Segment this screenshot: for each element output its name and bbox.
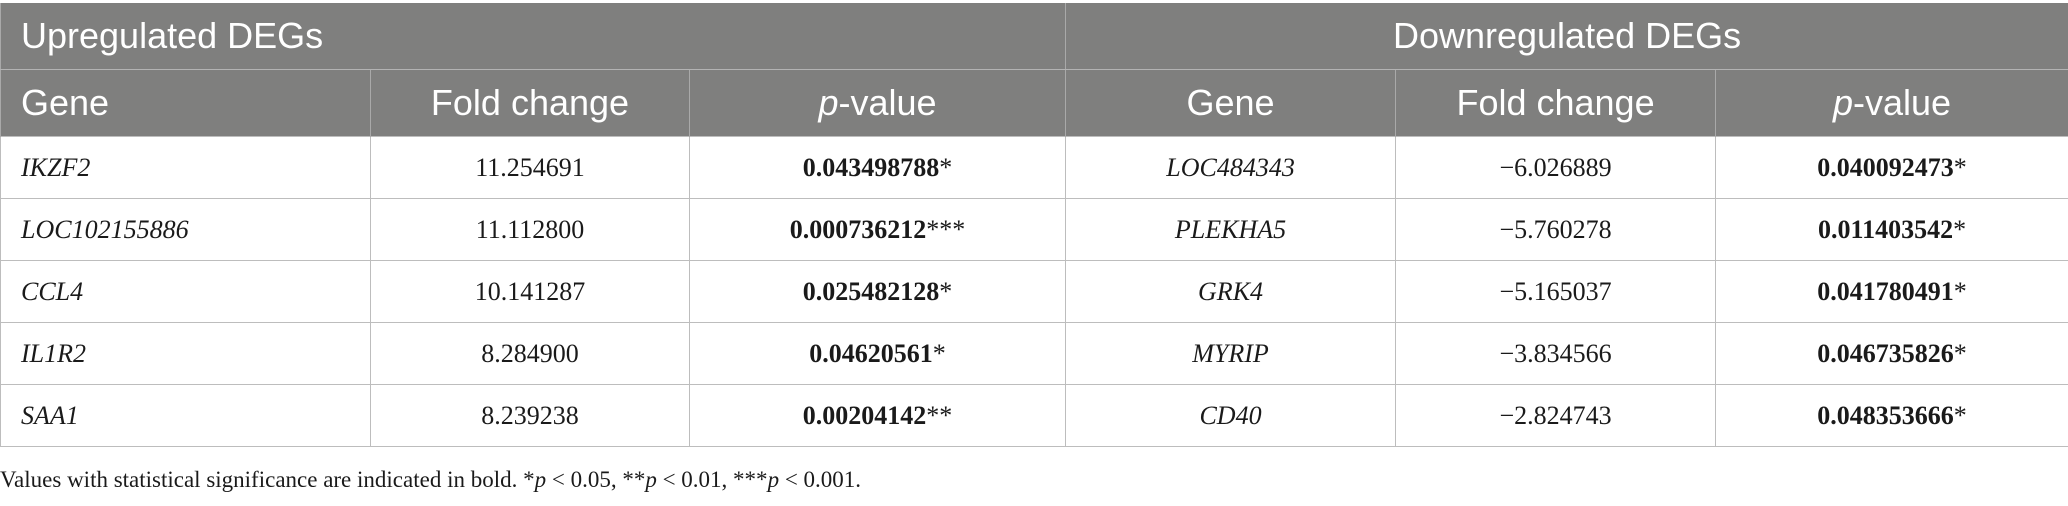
column-header-row: Gene Fold change p-value Gene Fold chang…: [0, 69, 2068, 137]
p-value-bold: 0.025482128: [802, 276, 940, 306]
table-wrapper: Upregulated DEGs Downregulated DEGs Gene…: [0, 3, 2068, 447]
table-footnote: Values with statistical significance are…: [0, 467, 861, 493]
down-gene-cell: LOC484343: [1065, 136, 1397, 199]
up-fold-change-header: Fold change: [370, 69, 690, 137]
down-p-value-cell: 0.011403542*: [1715, 198, 2068, 261]
up-p-value-cell: 0.00204142**: [688, 384, 1067, 447]
significance-stars: *: [1953, 338, 1967, 368]
table-row: IKZF2 11.254691 0.043498788* LOC484343 −…: [0, 136, 2068, 199]
up-gene-cell: IKZF2: [0, 136, 371, 199]
deg-table: Upregulated DEGs Downregulated DEGs Gene…: [0, 3, 2068, 447]
down-fold-change-cell: −5.165037: [1395, 260, 1717, 323]
down-fold-change-cell: −6.026889: [1395, 136, 1717, 199]
p-value-bold: 0.00204142: [802, 400, 927, 430]
significance-stars: **: [926, 400, 953, 430]
up-fold-change-cell: 11.254691: [370, 136, 690, 199]
significance-stars: *: [1953, 276, 1967, 306]
up-gene-cell: SAA1: [0, 384, 371, 447]
table-row: LOC102155886 11.112800 0.000736212*** PL…: [0, 198, 2068, 261]
down-p-value-cell: 0.046735826*: [1715, 322, 2068, 385]
p-value-bold: 0.040092473: [1817, 152, 1954, 182]
significance-stars: *: [939, 152, 953, 182]
group-header-row: Upregulated DEGs Downregulated DEGs: [0, 3, 2068, 70]
up-gene-header: Gene: [0, 69, 371, 137]
down-fold-change-cell: −5.760278: [1395, 198, 1717, 261]
up-p-value-cell: 0.025482128*: [688, 260, 1067, 323]
down-fold-change-cell: −3.834566: [1395, 322, 1717, 385]
down-p-value-cell: 0.048353666*: [1715, 384, 2068, 447]
up-p-value-header: p-value: [688, 69, 1067, 137]
p-value-suffix: -value: [838, 82, 937, 123]
up-fold-change-cell: 10.141287: [370, 260, 690, 323]
significance-stars: *: [1953, 400, 1967, 430]
significance-stars: ***: [926, 214, 966, 244]
up-p-value-cell: 0.04620561*: [688, 322, 1067, 385]
footnote-lead: Values with statistical significance are…: [0, 467, 535, 492]
down-gene-cell: CD40: [1065, 384, 1397, 447]
table-row: SAA1 8.239238 0.00204142** CD40 −2.82474…: [0, 384, 2068, 447]
down-p-value-cell: 0.041780491*: [1715, 260, 2068, 323]
p-value-bold: 0.043498788: [802, 152, 940, 182]
p-italic: p: [818, 82, 839, 123]
down-fold-change-header: Fold change: [1395, 69, 1717, 137]
down-gene-header: Gene: [1065, 69, 1397, 137]
footnote-threshold: < 0.001.: [779, 467, 862, 492]
up-fold-change-cell: 8.284900: [370, 322, 690, 385]
p-value-bold: 0.011403542: [1818, 214, 1954, 244]
down-gene-cell: GRK4: [1065, 260, 1397, 323]
footnote-threshold: < 0.01, ***: [656, 467, 768, 492]
up-gene-cell: IL1R2: [0, 322, 371, 385]
significance-stars: *: [1953, 214, 1967, 244]
down-p-value-cell: 0.040092473*: [1715, 136, 2068, 199]
down-p-value-header: p-value: [1715, 69, 2068, 137]
footnote-threshold: < 0.05, **: [546, 467, 646, 492]
down-gene-cell: PLEKHA5: [1065, 198, 1397, 261]
up-p-value-cell: 0.043498788*: [688, 136, 1067, 199]
downregulated-header: Downregulated DEGs: [1065, 3, 2068, 70]
up-fold-change-cell: 8.239238: [370, 384, 690, 447]
significance-stars: *: [1953, 152, 1967, 182]
p-value-bold: 0.04620561: [809, 338, 933, 368]
upregulated-header: Upregulated DEGs: [0, 3, 1067, 70]
up-p-value-cell: 0.000736212***: [688, 198, 1067, 261]
p-value-bold: 0.048353666: [1817, 400, 1954, 430]
significance-stars: *: [939, 276, 953, 306]
up-gene-cell: LOC102155886: [0, 198, 371, 261]
table-row: IL1R2 8.284900 0.04620561* MYRIP −3.8345…: [0, 322, 2068, 385]
p-value-bold: 0.041780491: [1817, 276, 1954, 306]
table-row: CCL4 10.141287 0.025482128* GRK4 −5.1650…: [0, 260, 2068, 323]
footnote-p: p: [645, 467, 657, 492]
down-gene-cell: MYRIP: [1065, 322, 1397, 385]
p-value-bold: 0.000736212: [789, 214, 927, 244]
p-italic: p: [1832, 82, 1854, 123]
p-value-bold: 0.046735826: [1817, 338, 1954, 368]
p-value-suffix: -value: [1853, 82, 1952, 123]
down-fold-change-cell: −2.824743: [1395, 384, 1717, 447]
footnote-p: p: [767, 467, 780, 492]
up-gene-cell: CCL4: [0, 260, 371, 323]
up-fold-change-cell: 11.112800: [370, 198, 690, 261]
significance-stars: *: [932, 338, 946, 368]
footnote-p: p: [534, 467, 547, 492]
